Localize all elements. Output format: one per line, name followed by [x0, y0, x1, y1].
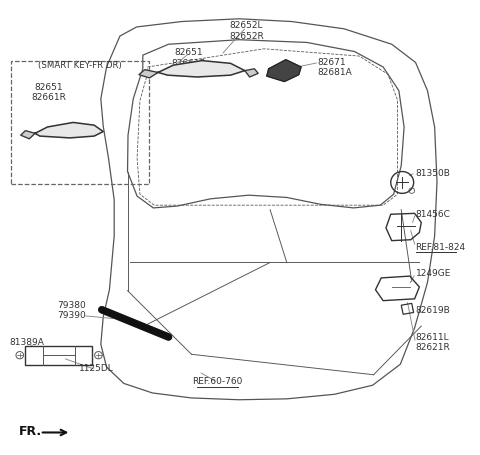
Text: REF.60-760: REF.60-760	[192, 376, 243, 385]
Polygon shape	[35, 123, 103, 139]
Text: REF.81-824: REF.81-824	[416, 242, 466, 251]
Text: 82671
82681A: 82671 82681A	[318, 57, 352, 77]
Text: 1125DL: 1125DL	[79, 363, 113, 372]
Text: (SMART KEY-FR DR): (SMART KEY-FR DR)	[38, 61, 122, 70]
Text: 82652L
82652R: 82652L 82652R	[229, 21, 264, 40]
Text: 79380
79390: 79380 79390	[57, 300, 85, 320]
Text: FR.: FR.	[19, 424, 42, 437]
Polygon shape	[139, 71, 158, 79]
Polygon shape	[158, 61, 245, 78]
Text: 81350B: 81350B	[416, 168, 450, 177]
Polygon shape	[245, 70, 258, 78]
Text: 82651
82661R: 82651 82661R	[31, 82, 66, 102]
Polygon shape	[267, 61, 301, 82]
Text: 81456C: 81456C	[416, 209, 450, 218]
Text: 82611L
82621R: 82611L 82621R	[416, 332, 450, 352]
Text: 82619B: 82619B	[416, 306, 450, 314]
Text: 1249GE: 1249GE	[416, 268, 451, 278]
Text: 81389A: 81389A	[10, 337, 44, 346]
Polygon shape	[21, 131, 35, 140]
Text: 82651
82661R: 82651 82661R	[172, 48, 206, 68]
